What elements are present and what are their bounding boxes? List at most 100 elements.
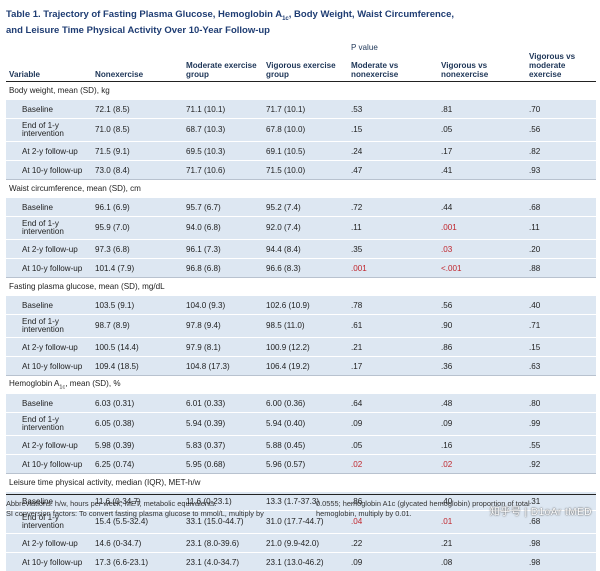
section-title-part: Hemoglobin A [9,379,59,388]
value-cell: 21.0 (9.9-42.0) [263,534,348,553]
title-part-a: Table 1. Trajectory of Fasting Plasma Gl… [6,9,282,20]
p-value-cell: .40 [526,296,596,315]
value-cell: 17.3 (6.6-23.1) [92,553,183,571]
p-value-cell: .21 [348,338,438,357]
value-cell: 95.7 (6.7) [183,198,263,217]
p-value-cell: .02 [348,455,438,474]
value-cell: 69.1 (10.5) [263,142,348,161]
column-header: Vigorous vs moderate exercise [526,52,596,82]
row-label: End of 1-y intervention [6,413,92,436]
p-value-cell: .15 [526,338,596,357]
footnote-si-conversion: SI conversion factors: To convert fastin… [6,509,306,519]
value-cell: 72.1 (8.5) [92,100,183,119]
table-title: Table 1. Trajectory of Fasting Plasma Gl… [6,9,594,37]
p-value-cell: .41 [438,161,526,180]
value-cell: 96.1 (6.9) [92,198,183,217]
row-label: End of 1-y intervention [6,217,92,240]
row-label: Baseline [6,394,92,413]
p-value-cell: .80 [526,394,596,413]
p-value-cell: .78 [348,296,438,315]
row-label: Baseline [6,100,92,119]
value-cell: 98.5 (11.0) [263,315,348,338]
title-part-b: , Body Weight, Waist Circumference, [289,9,454,20]
p-value-cell: .05 [348,436,438,455]
p-value-cell: .11 [348,217,438,240]
value-cell: 6.05 (0.38) [92,413,183,436]
value-cell: 106.4 (19.2) [263,357,348,376]
p-value-cell: .68 [526,198,596,217]
p-value-cell: .05 [438,119,526,142]
p-value-cell: .56 [438,296,526,315]
p-value-cell: .72 [348,198,438,217]
title-line-2: and Leisure Time Physical Activity Over … [6,25,270,36]
row-label: At 2-y follow-up [6,338,92,357]
section-title: Waist circumference, mean (SD), cm [6,180,596,198]
p-value-cell: .22 [348,534,438,553]
value-cell: 94.0 (6.8) [183,217,263,240]
value-cell: 104.8 (17.3) [183,357,263,376]
row-label: At 2-y follow-up [6,436,92,455]
value-cell: 67.8 (10.0) [263,119,348,142]
section-title: Leisure time physical activity, median (… [6,474,596,492]
p-value-cell: .81 [438,100,526,119]
column-header: Variable [6,52,92,82]
section-title: Body weight, mean (SD), kg [6,82,596,100]
watermark: 知乎号 | D1oAr tMED [490,503,592,518]
row-label: End of 1-y intervention [6,315,92,338]
p-value-cell: .98 [526,534,596,553]
value-cell: 100.9 (12.2) [263,338,348,357]
row-label: At 10-y follow-up [6,553,92,571]
p-value-cell: .88 [526,259,596,278]
p-value-cell: .61 [348,315,438,338]
p-value-cell: .92 [526,455,596,474]
footnote-left: Abbreviations: h/w, hours per week; MET,… [6,499,306,519]
value-cell: 94.4 (8.4) [263,240,348,259]
value-cell: 101.4 (7.9) [92,259,183,278]
value-cell: 109.4 (18.5) [92,357,183,376]
p-value-header: P value [348,40,438,52]
row-label: At 10-y follow-up [6,455,92,474]
p-value-cell: .03 [438,240,526,259]
value-cell: 5.96 (0.57) [263,455,348,474]
p-value-cell: .02 [438,455,526,474]
p-value-cell: .09 [438,413,526,436]
value-cell: 5.95 (0.68) [183,455,263,474]
column-header: Moderate vs nonexercise [348,52,438,82]
section-header-row: Leisure time physical activity, median (… [6,474,596,492]
value-cell: 71.7 (10.1) [263,100,348,119]
value-cell: 23.1 (13.0-46.2) [263,553,348,571]
p-value-cell: .001 [438,217,526,240]
value-cell: 95.9 (7.0) [92,217,183,240]
value-cell: 5.88 (0.45) [263,436,348,455]
p-value-cell: .09 [348,553,438,571]
row-label: At 10-y follow-up [6,259,92,278]
p-value-cell: .86 [438,338,526,357]
value-cell: 5.98 (0.39) [92,436,183,455]
value-cell: 73.0 (8.4) [92,161,183,180]
p-value-cell: .64 [348,394,438,413]
value-cell: 6.00 (0.36) [263,394,348,413]
value-cell: 68.7 (10.3) [183,119,263,142]
p-value-cell: .36 [438,357,526,376]
p-value-cell: .35 [348,240,438,259]
p-value-cell: .15 [348,119,438,142]
p-value-cell: .21 [438,534,526,553]
p-value-cell: .44 [438,198,526,217]
p-value-cell: .47 [348,161,438,180]
p-value-cell: .17 [348,357,438,376]
value-cell: 23.1 (4.0-34.7) [183,553,263,571]
